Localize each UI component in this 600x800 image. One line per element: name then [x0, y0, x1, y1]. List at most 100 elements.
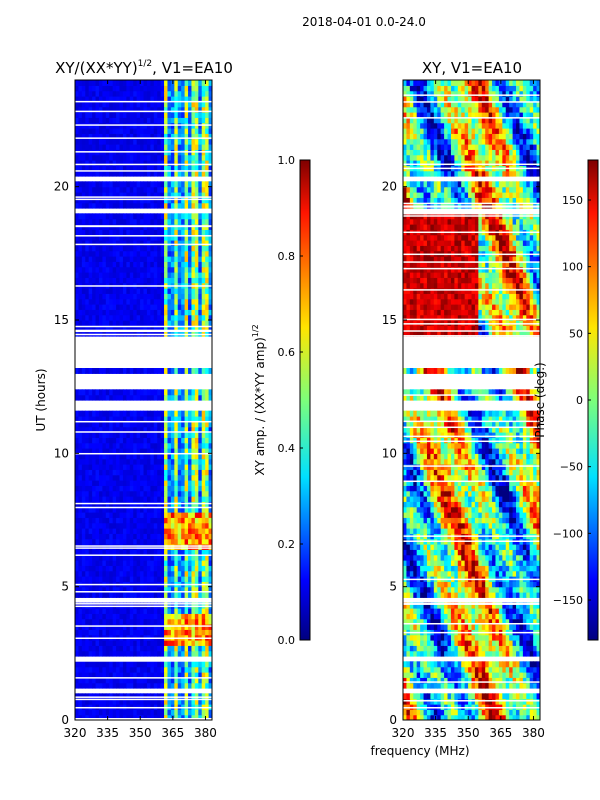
- heatmap-cell: [126, 304, 131, 310]
- heatmap-cell: [81, 416, 86, 422]
- heatmap-cell: [157, 192, 162, 198]
- heatmap-cell: [81, 650, 86, 657]
- heatmap-cell: [112, 298, 117, 305]
- heatmap-cell: [416, 666, 421, 673]
- heatmap-cell: [116, 592, 121, 598]
- heatmap-cell: [181, 698, 186, 705]
- heatmap-cell: [105, 96, 110, 102]
- left-plot-frame: [74, 79, 213, 721]
- heatmap-cell: [160, 592, 165, 598]
- heatmap-cell: [170, 261, 175, 268]
- heatmap-cell: [474, 714, 479, 720]
- heatmap-cell: [119, 618, 124, 625]
- heatmap-cell: [112, 261, 117, 268]
- heatmap-cell: [447, 714, 452, 720]
- heatmap-cell: [129, 80, 134, 86]
- heatmap-cell: [95, 586, 100, 593]
- heatmap-cell: [116, 490, 121, 497]
- heatmap-cell: [146, 394, 151, 401]
- heatmap-cell: [95, 144, 100, 150]
- heatmap-cell: [413, 640, 418, 646]
- heatmap-cell: [119, 202, 124, 209]
- heatmap-cell: [181, 437, 186, 444]
- heatmap-cell: [205, 490, 210, 497]
- heatmap-cell: [529, 640, 534, 646]
- heatmap-cell: [85, 426, 90, 433]
- heatmap-cell: [75, 320, 80, 326]
- heatmap-cell: [416, 608, 421, 614]
- heatmap-cell: [153, 560, 158, 566]
- heatmap-cell: [201, 106, 206, 113]
- heatmap-cell: [170, 293, 175, 300]
- heatmap-cell: [146, 277, 151, 284]
- heatmap-cell: [143, 565, 148, 572]
- heatmap-cell: [112, 138, 117, 145]
- heatmap-cell: [92, 330, 97, 337]
- heatmap-cell: [119, 160, 124, 166]
- heatmap-cell: [85, 709, 90, 716]
- heatmap-cell: [109, 421, 114, 428]
- heatmap-cell: [88, 309, 93, 316]
- heatmap-cell: [109, 298, 114, 305]
- left-cb-label-base: XY amp. / (XX*YY amp): [253, 337, 267, 475]
- heatmap-cell: [129, 709, 134, 716]
- heatmap-cell: [413, 677, 418, 684]
- heatmap-cell: [153, 298, 158, 305]
- heatmap-cell: [153, 613, 158, 620]
- heatmap-cell: [208, 640, 212, 646]
- heatmap-cell: [98, 298, 103, 305]
- heatmap-cell: [140, 432, 145, 438]
- heatmap-cell: [105, 266, 110, 273]
- heatmap-cell: [109, 570, 114, 577]
- heatmap-cell: [95, 229, 100, 236]
- heatmap-cell: [136, 448, 141, 454]
- heatmap-cell: [184, 618, 189, 625]
- heatmap-cell: [471, 698, 476, 705]
- heatmap-cell: [184, 213, 189, 220]
- heatmap-cell: [208, 256, 212, 262]
- heatmap-cell: [81, 410, 86, 417]
- heatmap-cell: [102, 640, 107, 646]
- heatmap-cell: [102, 714, 107, 720]
- heatmap-cell: [177, 512, 182, 518]
- heatmap-cell: [88, 560, 93, 566]
- heatmap-cell: [177, 309, 182, 316]
- heatmap-cell: [157, 266, 162, 273]
- heatmap-cell: [457, 650, 462, 657]
- heatmap-cell: [516, 714, 521, 720]
- heatmap-cell: [136, 330, 141, 337]
- heatmap-cell: [536, 650, 540, 657]
- heatmap-cell: [157, 154, 162, 161]
- heatmap-cell: [98, 117, 103, 124]
- heatmap-cell: [205, 432, 210, 438]
- heatmap-cell: [468, 624, 473, 630]
- heatmap-cell: [177, 570, 182, 577]
- heatmap-cell: [150, 138, 155, 145]
- heatmap-cell: [526, 709, 531, 716]
- heatmap-cell: [153, 256, 158, 262]
- heatmap-cell: [85, 522, 90, 529]
- heatmap-cell: [450, 714, 455, 720]
- heatmap-cell: [488, 618, 493, 625]
- heatmap-cell: [157, 693, 162, 700]
- heatmap-cell: [119, 90, 124, 97]
- heatmap-cell: [92, 325, 97, 332]
- heatmap-cell: [181, 442, 186, 449]
- heatmap-cell: [191, 256, 196, 262]
- heatmap-cell: [519, 624, 524, 630]
- heatmap-cell: [170, 96, 175, 102]
- heatmap-cell: [81, 624, 86, 630]
- heatmap-cell: [143, 165, 148, 172]
- heatmap-cell: [157, 304, 162, 310]
- heatmap-cell: [177, 106, 182, 113]
- heatmap-cell: [119, 480, 124, 486]
- heatmap-cell: [174, 85, 179, 92]
- heatmap-cell: [92, 608, 97, 614]
- heatmap-cell: [126, 240, 131, 246]
- heatmap-cell: [208, 618, 212, 625]
- heatmap-cell: [150, 304, 155, 310]
- heatmap-cell: [194, 549, 199, 556]
- heatmap-cell: [140, 576, 145, 582]
- heatmap-cell: [95, 181, 100, 188]
- heatmap-cell: [81, 618, 86, 625]
